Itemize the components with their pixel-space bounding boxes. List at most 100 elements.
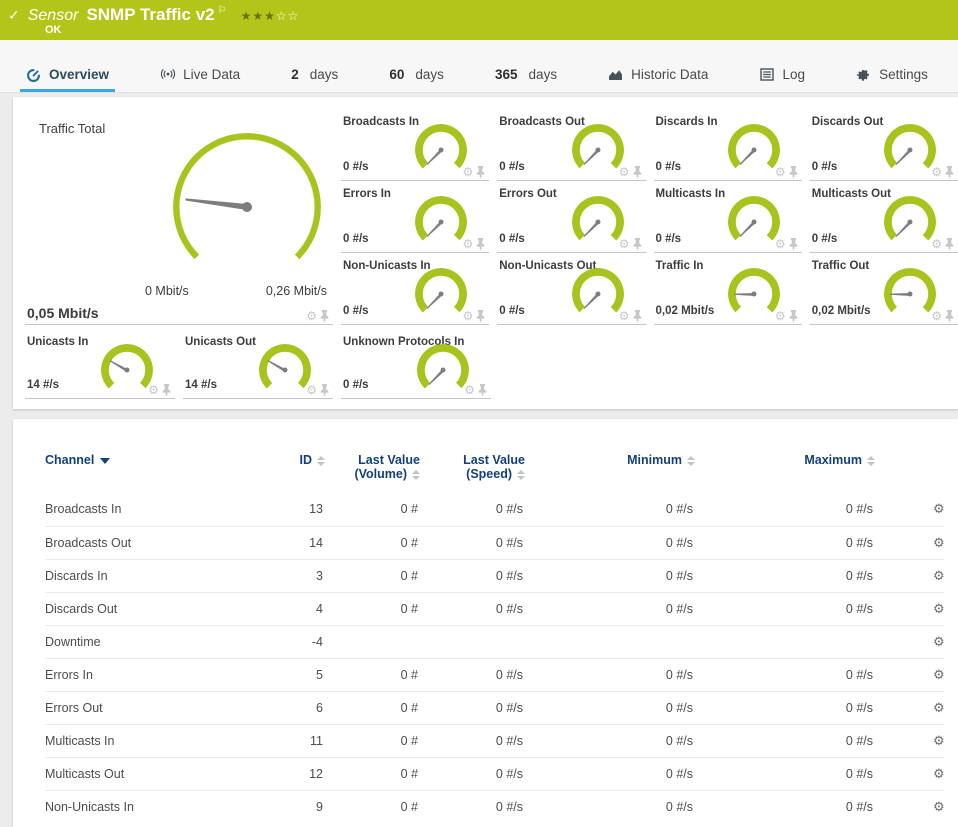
gauge-pin-icon[interactable] <box>320 310 329 322</box>
channel-settings-gear-icon[interactable]: ⚙ <box>933 534 945 550</box>
gauge-settings-gear-icon[interactable]: ⚙ <box>148 383 159 397</box>
star-empty-icon[interactable]: ☆ <box>287 9 300 23</box>
gauge-value: 0 #/s <box>343 379 369 391</box>
star-filled-icon[interactable]: ★ <box>240 9 253 23</box>
gauge-pin-icon[interactable] <box>320 384 329 396</box>
gauge-pin-icon[interactable] <box>789 310 798 322</box>
gauge-pin-icon[interactable] <box>476 310 485 322</box>
maximum-value: 0 #/s <box>695 756 875 790</box>
gauge-pin-icon[interactable] <box>633 238 642 250</box>
gauge-panel-traffic-out[interactable]: Traffic Out 0,02 Mbit/s ⚙ <box>809 253 958 325</box>
sort-icon[interactable] <box>317 455 325 466</box>
gauge-pin-icon[interactable] <box>478 384 487 396</box>
gauge-settings-gear-icon[interactable]: ⚙ <box>462 309 474 323</box>
table-row-discards-out[interactable]: Discards Out 4 0 #0 #/s 0 #/s 0 #/s ⚙ <box>45 591 945 625</box>
table-row-downtime[interactable]: Downtime -4 ⚙ <box>45 624 945 658</box>
channel-settings-gear-icon[interactable]: ⚙ <box>933 600 945 616</box>
gauge-pin-icon[interactable] <box>633 310 642 322</box>
gauge-pin-icon[interactable] <box>476 166 485 178</box>
column-header-maximum[interactable]: Maximum <box>695 453 875 493</box>
gauge-settings-gear-icon[interactable]: ⚙ <box>306 383 317 397</box>
tab-overview[interactable]: Overview <box>20 67 116 92</box>
gauge-settings-gear-icon[interactable]: ⚙ <box>464 383 475 397</box>
sort-desc-icon[interactable] <box>100 457 111 464</box>
gauge-pin-icon[interactable] <box>789 166 798 178</box>
gauge-settings-gear-icon[interactable]: ⚙ <box>774 309 786 323</box>
flag-icon[interactable]: ⚐ <box>217 5 227 16</box>
sort-icon[interactable] <box>517 469 525 480</box>
gauge-panel-traffic-total[interactable]: Traffic Total 0 Mbit/s 0,26 Mbit/s 0,05 … <box>25 109 333 325</box>
last-value-volume: 0 # <box>325 657 420 691</box>
gauge-pin-icon[interactable] <box>789 238 798 250</box>
sort-icon[interactable] <box>687 455 695 466</box>
gauge-panel-discards-out[interactable]: Discards Out 0 #/s ⚙ <box>809 109 958 181</box>
gauge-panel-errors-in[interactable]: Errors In 0 #/s ⚙ <box>341 181 490 253</box>
table-row-multicasts-out[interactable]: Multicasts Out 12 0 #0 #/s 0 #/s 0 #/s ⚙ <box>45 756 945 790</box>
gauge-panel-non-unicasts-out[interactable]: Non-Unicasts Out 0 #/s ⚙ <box>497 253 646 325</box>
channel-settings-gear-icon[interactable]: ⚙ <box>933 699 945 715</box>
column-header-last-value-volume[interactable]: Last Value (Volume) <box>325 453 420 493</box>
gauge-panel-broadcasts-out[interactable]: Broadcasts Out 0 #/s ⚙ <box>497 109 646 181</box>
table-row-broadcasts-in[interactable]: Broadcasts In 13 0 # 0 #/s 0 #/s 0 #/s ⚙ <box>45 493 945 526</box>
channel-settings-gear-icon[interactable]: ⚙ <box>933 501 945 517</box>
column-header-channel[interactable]: Channel <box>45 453 255 493</box>
gauge-panel-multicasts-in[interactable]: Multicasts In 0 #/s ⚙ <box>653 181 802 253</box>
sort-icon[interactable] <box>867 455 875 466</box>
gauge-settings-gear-icon[interactable]: ⚙ <box>618 309 630 323</box>
channel-settings-gear-icon[interactable]: ⚙ <box>933 666 945 682</box>
star-filled-icon[interactable]: ★ <box>264 9 276 23</box>
sort-icon[interactable] <box>412 469 420 480</box>
gauge-pin-icon[interactable] <box>633 166 642 178</box>
tab-label: Overview <box>49 67 110 82</box>
tab-live-data[interactable]: Live Data <box>154 67 246 92</box>
gauge-panel-multicasts-out[interactable]: Multicasts Out 0 #/s ⚙ <box>809 181 958 253</box>
tab-settings[interactable]: Settings <box>850 67 934 92</box>
tab-log[interactable]: Log <box>754 67 812 92</box>
gauge-pin-icon[interactable] <box>945 310 954 322</box>
gauge-settings-gear-icon[interactable]: ⚙ <box>931 309 942 323</box>
gauge-settings-gear-icon[interactable]: ⚙ <box>462 165 474 179</box>
tab-2-days[interactable]: 2 days <box>285 67 344 92</box>
column-label: Maximum <box>804 453 862 467</box>
table-row-errors-out[interactable]: Errors Out 6 0 #0 #/s 0 #/s 0 #/s ⚙ <box>45 690 945 724</box>
gauge-panel-unicasts-in[interactable]: Unicasts In 14 #/s ⚙ <box>25 329 175 399</box>
gauge-settings-gear-icon[interactable]: ⚙ <box>618 237 630 251</box>
star-filled-icon[interactable]: ★ <box>252 9 265 23</box>
column-header-minimum[interactable]: Minimum <box>525 453 695 493</box>
gauge-settings-gear-icon[interactable]: ⚙ <box>931 237 942 251</box>
channel-settings-gear-icon[interactable]: ⚙ <box>933 732 945 748</box>
tab-365-days[interactable]: 365 days <box>489 67 563 92</box>
gauge-panel-errors-out[interactable]: Errors Out 0 #/s ⚙ <box>497 181 646 253</box>
star-empty-icon[interactable]: ☆ <box>275 9 288 23</box>
gauge-settings-gear-icon[interactable]: ⚙ <box>462 237 474 251</box>
gauge-pin-icon[interactable] <box>476 238 485 250</box>
table-row-errors-in[interactable]: Errors In 5 0 #0 #/s 0 #/s 0 #/s ⚙ <box>45 657 945 691</box>
channel-settings-gear-icon[interactable]: ⚙ <box>933 633 945 649</box>
column-header-last-value-speed[interactable]: Last Value (Speed) <box>420 453 525 493</box>
gauge-panel-non-unicasts-in[interactable]: Non-Unicasts In 0 #/s ⚙ <box>341 253 490 325</box>
gauge-panel-traffic-in[interactable]: Traffic In 0,02 Mbit/s ⚙ <box>653 253 802 325</box>
gauge-panel-unknown-protocols-in[interactable]: Unknown Protocols In 0 #/s ⚙ <box>341 329 491 399</box>
column-header-id[interactable]: ID <box>255 453 325 493</box>
tab-historic-data[interactable]: Historic Data <box>602 67 714 92</box>
gauge-settings-gear-icon[interactable]: ⚙ <box>774 237 786 251</box>
gauge-pin-icon[interactable] <box>945 166 954 178</box>
gauge-settings-gear-icon[interactable]: ⚙ <box>618 165 630 179</box>
gauge-pin-icon[interactable] <box>945 238 954 250</box>
table-row-discards-in[interactable]: Discards In 3 0 #0 #/s 0 #/s 0 #/s ⚙ <box>45 558 945 592</box>
priority-stars[interactable]: ★★★☆☆ <box>241 9 300 23</box>
channel-settings-gear-icon[interactable]: ⚙ <box>933 798 945 814</box>
gauge-panel-unicasts-out[interactable]: Unicasts Out 14 #/s ⚙ <box>183 329 333 399</box>
gauge-panel-discards-in[interactable]: Discards In 0 #/s ⚙ <box>653 109 802 181</box>
table-row-non-unicasts-in[interactable]: Non-Unicasts In 9 0 #0 #/s 0 #/s 0 #/s ⚙ <box>45 789 945 823</box>
gauge-settings-gear-icon[interactable]: ⚙ <box>306 309 317 323</box>
gauge-pin-icon[interactable] <box>162 384 171 396</box>
gauge-panel-broadcasts-in[interactable]: Broadcasts In 0 #/s ⚙ <box>341 109 490 181</box>
table-row-multicasts-in[interactable]: Multicasts In 11 0 #0 #/s 0 #/s 0 #/s ⚙ <box>45 723 945 757</box>
gauge-settings-gear-icon[interactable]: ⚙ <box>774 165 786 179</box>
channel-settings-gear-icon[interactable]: ⚙ <box>933 567 945 583</box>
channel-settings-gear-icon[interactable]: ⚙ <box>933 765 945 781</box>
gauge-settings-gear-icon[interactable]: ⚙ <box>931 165 942 179</box>
table-row-broadcasts-out[interactable]: Broadcasts Out 14 0 #0 #/s 0 #/s 0 #/s ⚙ <box>45 525 945 559</box>
tab-60-days[interactable]: 60 days <box>383 67 450 92</box>
